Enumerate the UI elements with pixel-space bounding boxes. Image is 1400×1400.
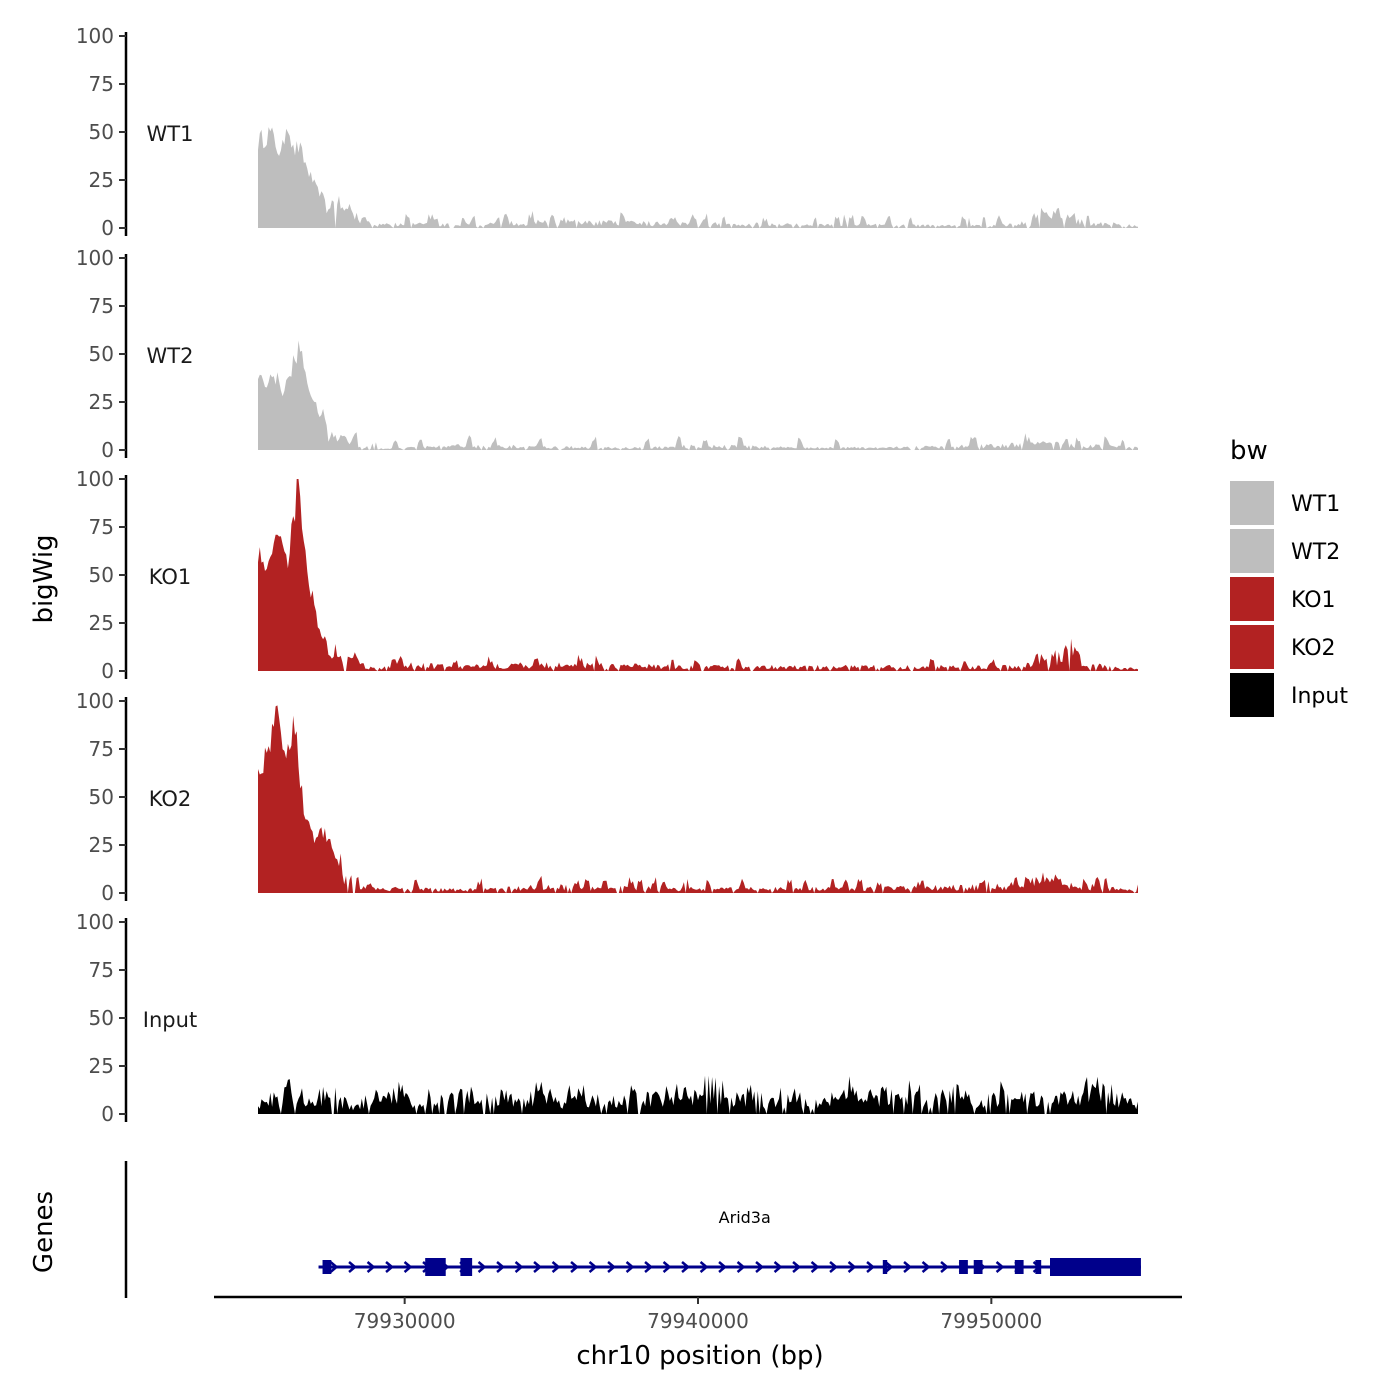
track-label-wt1: WT1 <box>147 122 194 146</box>
legend-key-wt2 <box>1230 529 1274 573</box>
y-tick-label: 25 <box>89 611 114 635</box>
track-ko2: 0 25 50 75 100 KO2 <box>76 689 1138 905</box>
gene-exon <box>1035 1260 1041 1274</box>
coverage-area-ko1 <box>258 479 1138 671</box>
track-wt2: 0 25 50 75 100 WT2 <box>76 246 1138 462</box>
x-axis-title: chr10 position (bp) <box>576 1341 823 1371</box>
y-tick-label: 0 <box>101 216 114 240</box>
legend-label-ko2: KO2 <box>1291 636 1336 661</box>
genes-axis-title: Genes <box>29 1191 59 1273</box>
track-label-ko1: KO1 <box>149 565 192 589</box>
x-tick-label: 79940000 <box>647 1309 749 1333</box>
legend: bw WT1 WT2 KO1 KO2 Input <box>1230 436 1348 717</box>
coverage-area-ko2 <box>258 705 1138 893</box>
y-tick-label: 75 <box>89 72 114 96</box>
y-tick-label: 50 <box>89 785 114 809</box>
track-label-wt2: WT2 <box>147 344 194 368</box>
legend-label-wt2: WT2 <box>1291 540 1340 565</box>
y-axis-title: bigWig <box>29 534 59 623</box>
genome-track-chart: 0255075100WT10255075100WT20255075100KO10… <box>0 0 1400 1400</box>
y-tick-label: 50 <box>89 1006 114 1030</box>
gene-exon <box>974 1260 983 1274</box>
y-tick-label: 0 <box>101 881 114 905</box>
y-tick-label: 0 <box>101 438 114 462</box>
legend-key-ko2 <box>1230 625 1274 669</box>
y-tick-label: 0 <box>101 1102 114 1126</box>
legend-label-wt1: WT1 <box>1291 492 1340 517</box>
x-axis: 79930000 79940000 79950000 <box>214 1297 1182 1333</box>
y-tick-label: 25 <box>89 390 114 414</box>
gene-exon <box>1050 1258 1141 1276</box>
y-tick-label: 75 <box>89 515 114 539</box>
tracks-panel: 0255075100WT10255075100WT20255075100KO10… <box>76 24 1138 1126</box>
track-wt1: 0 25 50 75 100 WT1 <box>76 24 1138 240</box>
legend-title: bw <box>1230 436 1268 466</box>
gene-exon <box>425 1258 446 1276</box>
coverage-area-wt1 <box>258 127 1138 228</box>
x-tick-label: 79950000 <box>940 1309 1042 1333</box>
y-tick-label: 75 <box>89 294 114 318</box>
y-tick-label: 50 <box>89 342 114 366</box>
genes-panel: Arid3a <box>126 1161 1141 1298</box>
y-tick-label: 100 <box>76 910 114 934</box>
y-tick-label: 100 <box>76 689 114 713</box>
gene-arid3a: Arid3a <box>319 1208 1141 1276</box>
track-input: 0 25 50 75 100 Input <box>76 910 1138 1126</box>
coverage-area-wt2 <box>258 341 1138 451</box>
gene-exon <box>883 1260 887 1274</box>
y-tick-label: 50 <box>89 120 114 144</box>
legend-label-ko1: KO1 <box>1291 588 1336 613</box>
y-tick-label: 25 <box>89 833 114 857</box>
track-label-input: Input <box>143 1008 197 1032</box>
y-tick-label: 100 <box>76 246 114 270</box>
gene-exon <box>323 1260 332 1274</box>
legend-key-ko1 <box>1230 577 1274 621</box>
y-tick-label: 75 <box>89 737 114 761</box>
gene-exon <box>959 1260 968 1274</box>
gene-name-label: Arid3a <box>719 1208 771 1227</box>
legend-key-input <box>1230 673 1274 717</box>
gene-exon <box>460 1258 472 1276</box>
track-label-ko2: KO2 <box>149 787 192 811</box>
legend-key-wt1 <box>1230 481 1274 525</box>
coverage-area-input <box>258 1076 1138 1114</box>
legend-label-input: Input <box>1291 684 1348 709</box>
gene-exon <box>1015 1260 1024 1274</box>
y-tick-label: 25 <box>89 168 114 192</box>
y-tick-label: 0 <box>101 659 114 683</box>
y-tick-label: 75 <box>89 958 114 982</box>
y-tick-label: 25 <box>89 1054 114 1078</box>
y-tick-label: 100 <box>76 24 114 48</box>
track-ko1: 0 25 50 75 100 KO1 <box>76 467 1138 683</box>
x-tick-label: 79930000 <box>354 1309 456 1333</box>
y-tick-label: 100 <box>76 467 114 491</box>
y-tick-label: 50 <box>89 563 114 587</box>
